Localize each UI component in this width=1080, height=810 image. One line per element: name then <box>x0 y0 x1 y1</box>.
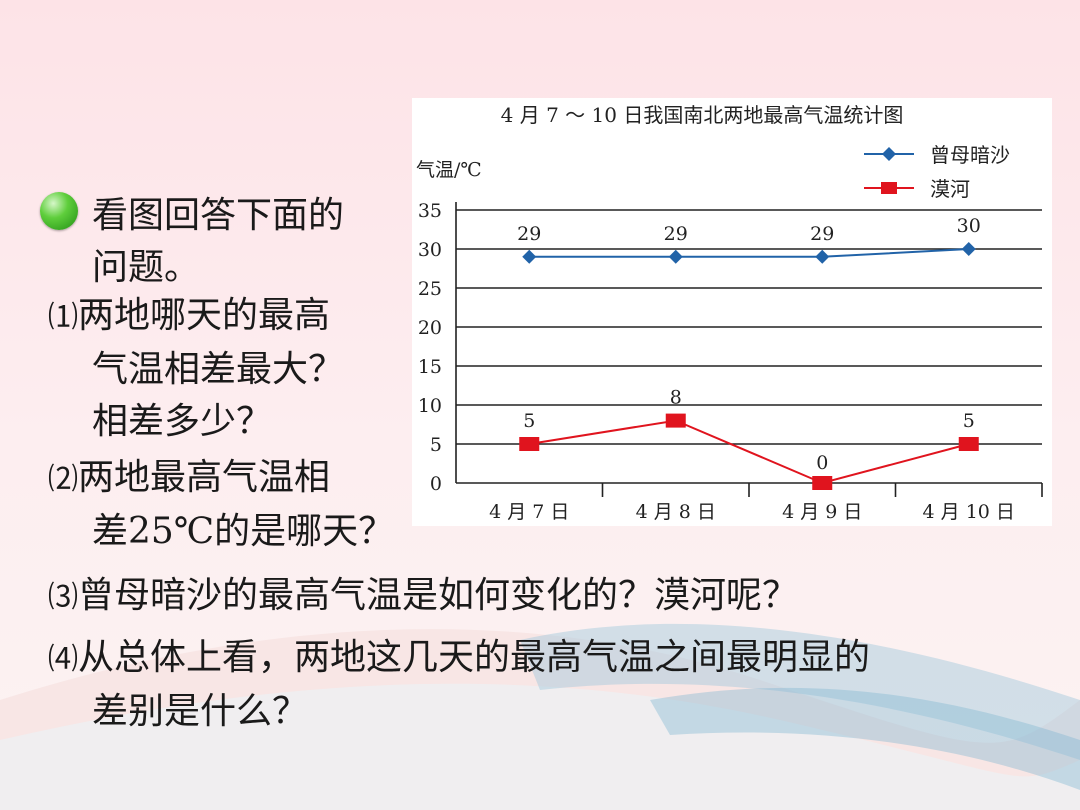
question-2-line-2: 差25℃的是哪天？ <box>92 511 395 552</box>
green-bullet-icon <box>40 192 78 230</box>
question-3: ⑶曾母暗沙的最高气温是如何变化的？漠河呢？ <box>48 570 798 624</box>
data-point <box>815 249 830 264</box>
data-label: 29 <box>517 223 541 245</box>
y-tick-label: 0 <box>430 473 442 495</box>
legend-marker-0 <box>882 147 896 161</box>
data-point <box>665 413 686 428</box>
data-label: 5 <box>523 410 535 432</box>
temperature-chart: 4 月 7 ～ 10 日我国南北两地最高气温统计图 气温/℃ 0 5 10 15 20 2… <box>412 98 1052 526</box>
y-tick-label: 30 <box>418 239 442 261</box>
x-tick-label: 4 月 10 日 <box>923 501 1015 523</box>
legend-label-1: 漠河 <box>930 177 970 201</box>
data-label: 5 <box>963 410 975 432</box>
question-3-number: ⑶ <box>48 580 78 615</box>
data-label: 29 <box>810 223 834 245</box>
intro-line-1: 看图回答下面的 <box>92 195 345 236</box>
chart-title: 4 月 7 ～ 10 日我国南北两地最高气温统计图 <box>501 103 904 127</box>
y-tick-label: 25 <box>418 278 442 300</box>
question-1-line-3: 相差多少？ <box>92 401 273 442</box>
y-tick-label: 5 <box>430 434 442 456</box>
y-tick-label: 15 <box>418 356 442 378</box>
series-line-0 <box>529 248 969 258</box>
question-2-number: ⑵ <box>48 462 78 497</box>
series-line-1 <box>529 419 970 485</box>
chart-svg: 4 月 7 ～ 10 日我国南北两地最高气温统计图 气温/℃ 0 5 10 15 20 2… <box>416 103 1043 523</box>
question-1-line-1: 两地哪天的最高 <box>78 295 331 336</box>
data-point <box>958 437 979 451</box>
question-1: ⑴两地哪天的最高 气温相差最大？ 相差多少？ <box>48 290 344 448</box>
legend-label-0: 曾母暗沙 <box>930 143 1010 167</box>
data-label: 29 <box>664 223 688 245</box>
data-label: 30 <box>957 215 981 237</box>
data-point <box>668 249 683 264</box>
intro-text: 看图回答下面的 问题。 <box>92 190 344 294</box>
y-tick-label: 35 <box>418 200 442 222</box>
data-point <box>812 476 833 490</box>
question-4: ⑷从总体上看，两地这几天的最高气温之间最明显的 差别是什么？ <box>48 632 870 738</box>
data-point <box>522 249 537 264</box>
question-2-line-1: 两地最高气温相 <box>78 457 331 498</box>
x-tick-label: 4 月 9 日 <box>782 501 862 523</box>
intro-line-2: 问题。 <box>92 247 201 288</box>
data-label: 8 <box>670 387 682 409</box>
x-tick-label: 4 月 8 日 <box>636 501 716 523</box>
x-tick-label: 4 月 7 日 <box>489 501 569 523</box>
data-label: 0 <box>816 452 828 474</box>
question-4-line-2: 差别是什么？ <box>92 691 309 732</box>
y-axis-label: 气温/℃ <box>416 159 482 181</box>
question-3-line-1: 曾母暗沙的最高气温是如何变化的？漠河呢？ <box>78 575 799 616</box>
question-4-number: ⑷ <box>48 642 78 677</box>
question-1-number: ⑴ <box>48 300 78 335</box>
data-point <box>961 242 976 256</box>
question-1-line-2: 气温相差最大？ <box>92 349 345 390</box>
data-point <box>519 437 540 451</box>
legend-marker-1 <box>881 182 897 194</box>
y-tick-label: 20 <box>418 317 442 339</box>
question-4-line-1: 从总体上看，两地这几天的最高气温之间最明显的 <box>78 637 871 678</box>
y-tick-label: 10 <box>418 395 442 417</box>
question-2: ⑵两地最高气温相 差25℃的是哪天？ <box>48 452 394 558</box>
